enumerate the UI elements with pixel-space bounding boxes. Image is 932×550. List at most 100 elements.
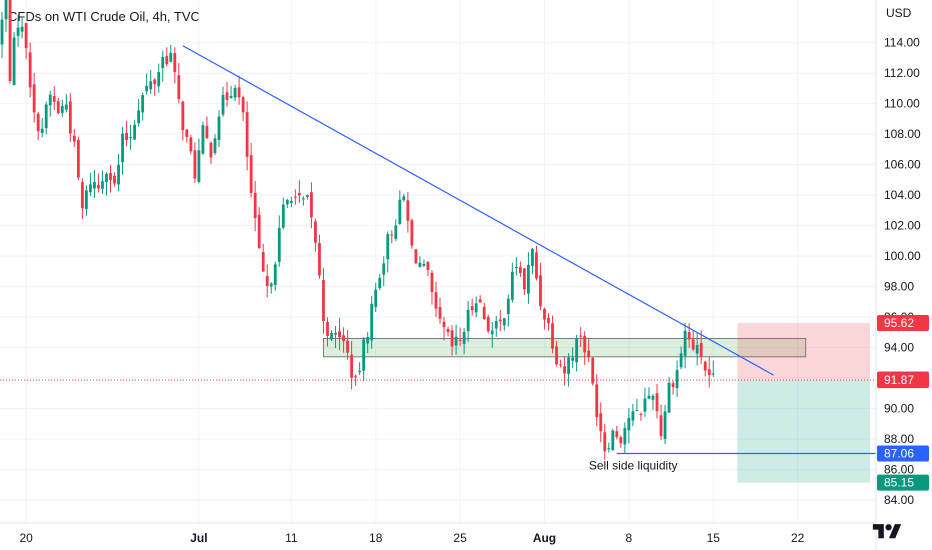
candle[interactable] (667, 377, 671, 413)
candle[interactable] (330, 330, 333, 341)
candle[interactable] (209, 141, 213, 165)
candle[interactable] (591, 357, 595, 386)
candle[interactable] (611, 428, 615, 451)
candle[interactable] (703, 360, 707, 377)
candle[interactable] (201, 121, 205, 155)
candle[interactable] (442, 316, 446, 341)
candle[interactable] (285, 198, 289, 209)
candle[interactable] (563, 356, 566, 386)
candle[interactable] (257, 207, 261, 249)
candle[interactable] (48, 90, 52, 117)
candle[interactable] (394, 219, 398, 242)
candle[interactable] (422, 259, 426, 268)
candle[interactable] (547, 313, 550, 331)
candle[interactable] (514, 257, 518, 276)
candle[interactable] (583, 331, 587, 365)
candle[interactable] (350, 341, 354, 390)
candle[interactable] (659, 404, 663, 440)
candle[interactable] (502, 317, 506, 331)
candle[interactable] (36, 111, 40, 141)
candle[interactable] (97, 173, 100, 193)
candle[interactable] (185, 129, 189, 143)
trendline[interactable] (182, 45, 774, 376)
candle[interactable] (40, 117, 44, 138)
candle[interactable] (486, 314, 490, 334)
candle[interactable] (153, 78, 157, 96)
candle[interactable] (137, 99, 141, 127)
candle[interactable] (318, 234, 321, 279)
candle[interactable] (161, 50, 165, 82)
candle[interactable] (635, 398, 639, 411)
candle[interactable] (233, 84, 237, 102)
candle[interactable] (510, 262, 514, 303)
candle[interactable] (386, 231, 390, 273)
candle[interactable] (189, 134, 193, 155)
candle[interactable] (535, 245, 538, 281)
candle[interactable] (683, 322, 687, 369)
candle[interactable] (173, 47, 177, 84)
candle[interactable] (89, 172, 92, 197)
candle[interactable] (80, 178, 84, 219)
candle[interactable] (193, 142, 197, 183)
candle[interactable] (402, 193, 406, 202)
candle[interactable] (101, 170, 104, 194)
candle[interactable] (378, 273, 382, 291)
candle[interactable] (707, 356, 711, 388)
candle[interactable] (241, 95, 245, 122)
candle[interactable] (675, 360, 679, 397)
candle[interactable] (265, 264, 269, 298)
candle[interactable] (121, 126, 124, 175)
candle[interactable] (149, 70, 153, 94)
candle[interactable] (20, 18, 24, 39)
candle[interactable] (679, 346, 683, 370)
candle[interactable] (326, 317, 329, 347)
candle[interactable] (619, 435, 623, 448)
candle[interactable] (165, 47, 169, 67)
time-axis[interactable] (0, 523, 876, 550)
candle[interactable] (213, 134, 217, 156)
candle[interactable] (555, 340, 558, 367)
candle[interactable] (249, 143, 253, 198)
candle[interactable] (567, 353, 571, 387)
candle[interactable] (651, 393, 655, 411)
candle[interactable] (281, 197, 285, 230)
candle[interactable] (414, 249, 418, 264)
candle[interactable] (458, 327, 462, 347)
candle[interactable] (595, 374, 599, 427)
candle[interactable] (623, 422, 627, 454)
candle[interactable] (603, 423, 607, 460)
candle[interactable] (506, 294, 510, 327)
candle[interactable] (277, 215, 281, 267)
candle[interactable] (117, 153, 120, 192)
candle[interactable] (334, 325, 337, 349)
candle[interactable] (221, 86, 225, 117)
candle[interactable] (498, 310, 502, 332)
candle[interactable] (169, 44, 173, 63)
candle[interactable] (205, 116, 209, 139)
candle[interactable] (543, 307, 546, 330)
candle[interactable] (494, 315, 498, 337)
candle[interactable] (342, 327, 345, 353)
candle[interactable] (374, 282, 378, 313)
candle[interactable] (699, 330, 703, 364)
candle[interactable] (615, 426, 619, 440)
candle[interactable] (631, 403, 635, 427)
candle[interactable] (129, 124, 133, 150)
candle[interactable] (28, 42, 32, 98)
candle[interactable] (16, 14, 20, 48)
candle[interactable] (627, 407, 631, 444)
candle[interactable] (217, 110, 221, 148)
candle[interactable] (24, 22, 28, 60)
candle[interactable] (4, 0, 8, 32)
candle[interactable] (398, 190, 402, 225)
candle[interactable] (56, 97, 60, 115)
candle[interactable] (470, 298, 474, 316)
candle[interactable] (0, 12, 4, 59)
candle[interactable] (527, 252, 530, 304)
candle[interactable] (522, 267, 526, 295)
candle[interactable] (490, 321, 494, 348)
candle[interactable] (418, 256, 422, 268)
candle[interactable] (691, 330, 695, 352)
candle[interactable] (269, 282, 273, 294)
